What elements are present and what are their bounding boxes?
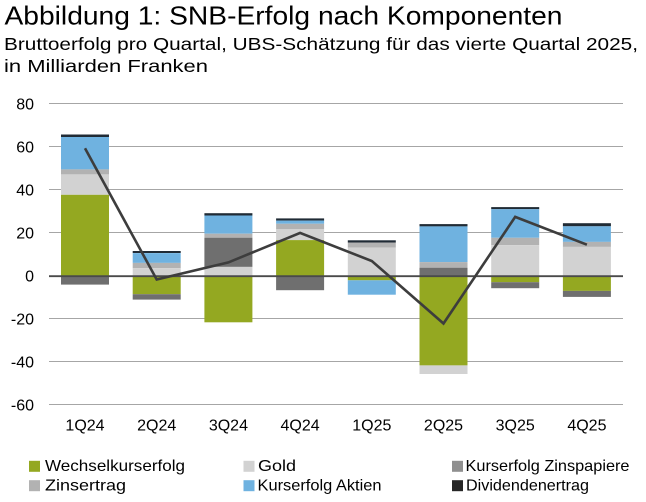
svg-text:80: 80 bbox=[16, 97, 34, 114]
svg-text:2Q24: 2Q24 bbox=[137, 418, 176, 435]
svg-text:20: 20 bbox=[16, 226, 34, 243]
svg-text:3Q24: 3Q24 bbox=[209, 418, 248, 435]
svg-text:1Q24: 1Q24 bbox=[65, 418, 104, 435]
svg-text:Abbildung 1: SNB-Erfolg nach K: Abbildung 1: SNB-Erfolg nach Komponenten bbox=[5, 0, 563, 30]
svg-text:Zinsertrag: Zinsertrag bbox=[45, 477, 126, 494]
svg-text:4Q24: 4Q24 bbox=[281, 418, 320, 435]
svg-text:-60: -60 bbox=[11, 398, 34, 415]
svg-text:Wechselkurserfolg: Wechselkurserfolg bbox=[45, 458, 185, 475]
svg-text:0: 0 bbox=[25, 269, 34, 286]
svg-text:4Q25: 4Q25 bbox=[567, 418, 606, 435]
svg-text:Gold: Gold bbox=[258, 458, 296, 475]
svg-text:3Q25: 3Q25 bbox=[496, 418, 535, 435]
svg-text:-20: -20 bbox=[11, 312, 34, 329]
svg-text:60: 60 bbox=[16, 140, 34, 157]
svg-text:in Milliarden Franken: in Milliarden Franken bbox=[4, 56, 208, 76]
svg-text:1Q25: 1Q25 bbox=[352, 418, 391, 435]
svg-text:40: 40 bbox=[16, 183, 34, 200]
svg-text:2Q25: 2Q25 bbox=[424, 418, 463, 435]
svg-text:-40: -40 bbox=[11, 355, 34, 372]
svg-text:Dividendenertrag: Dividendenertrag bbox=[466, 477, 589, 494]
svg-text:Kurserfolg Zinspapiere: Kurserfolg Zinspapiere bbox=[466, 458, 630, 475]
svg-text:Bruttoerfolg pro Quartal, UBS-: Bruttoerfolg pro Quartal, UBS-Schätzung … bbox=[4, 34, 638, 54]
svg-text:Kurserfolg Aktien: Kurserfolg Aktien bbox=[258, 477, 382, 494]
